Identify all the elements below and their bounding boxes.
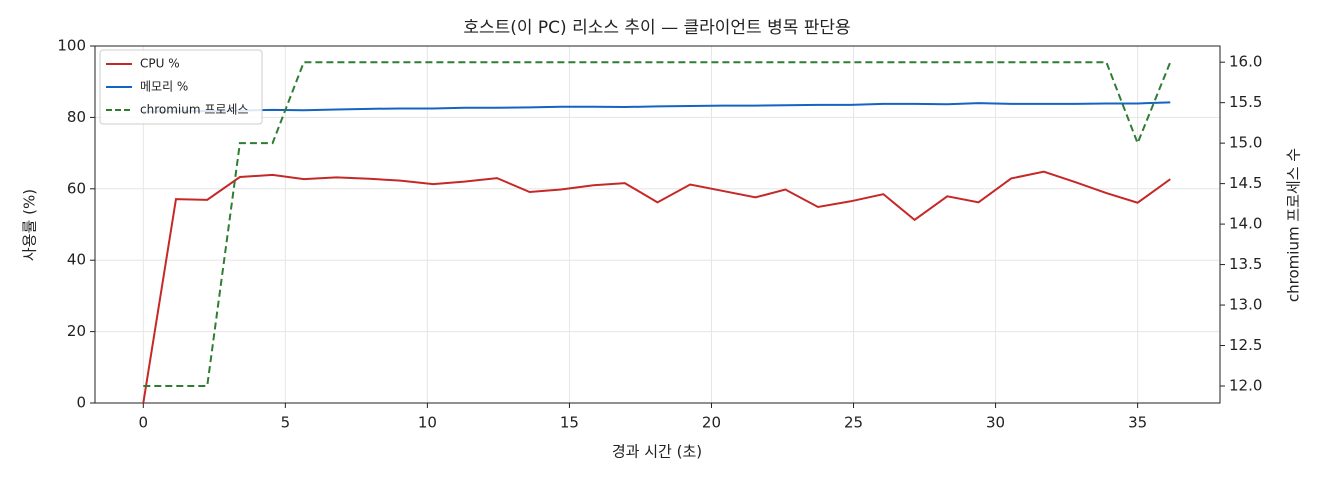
y-tick-label: 80: [67, 108, 86, 126]
x-tick-label: 10: [418, 414, 437, 432]
y2-tick-label: 13.0: [1229, 296, 1262, 314]
chart-title: 호스트(이 PC) 리소스 추이 — 클라이언트 병목 판단용: [463, 18, 850, 38]
legend-label: 메모리 %: [140, 80, 188, 94]
x-tick-label: 0: [139, 414, 149, 432]
plot-frame: [94, 45, 1221, 404]
y-tick-label: 0: [76, 394, 86, 412]
x-tick-label: 5: [281, 414, 291, 432]
legend-label: CPU %: [140, 57, 180, 71]
y-axis-label: 사용률 (%): [21, 189, 39, 261]
y2-tick-label: 15.0: [1229, 134, 1262, 152]
y2-axis-label: chromium 프로세스 수: [1285, 148, 1303, 302]
legend-label: chromium 프로세스: [140, 103, 249, 117]
y-tick-label: 20: [67, 322, 86, 340]
legend-box: [99, 49, 263, 125]
line-series: [143, 61, 1172, 387]
x-tick-label: 15: [560, 414, 579, 432]
y-tick-label: 40: [67, 251, 86, 269]
x-tick-label: 25: [844, 414, 863, 432]
x-tick-label: 20: [702, 414, 721, 432]
y2-tick-label: 13.5: [1229, 255, 1262, 273]
line-series: [142, 170, 1171, 404]
y-tick-label: 100: [57, 37, 86, 55]
y2-tick-label: 16.0: [1229, 53, 1262, 71]
line-series: [143, 101, 1171, 113]
y-tick-label: 60: [67, 179, 86, 197]
x-axis-label: 경과 시간 (초): [612, 443, 702, 461]
y2-tick-label: 12.5: [1229, 336, 1262, 354]
y2-tick-label: 15.5: [1229, 93, 1262, 111]
x-tick-label: 35: [1128, 414, 1147, 432]
y2-tick-label: 14.0: [1229, 215, 1262, 233]
y2-tick-label: 12.0: [1229, 377, 1262, 395]
x-tick-label: 30: [986, 414, 1005, 432]
y2-tick-label: 14.5: [1229, 174, 1262, 192]
